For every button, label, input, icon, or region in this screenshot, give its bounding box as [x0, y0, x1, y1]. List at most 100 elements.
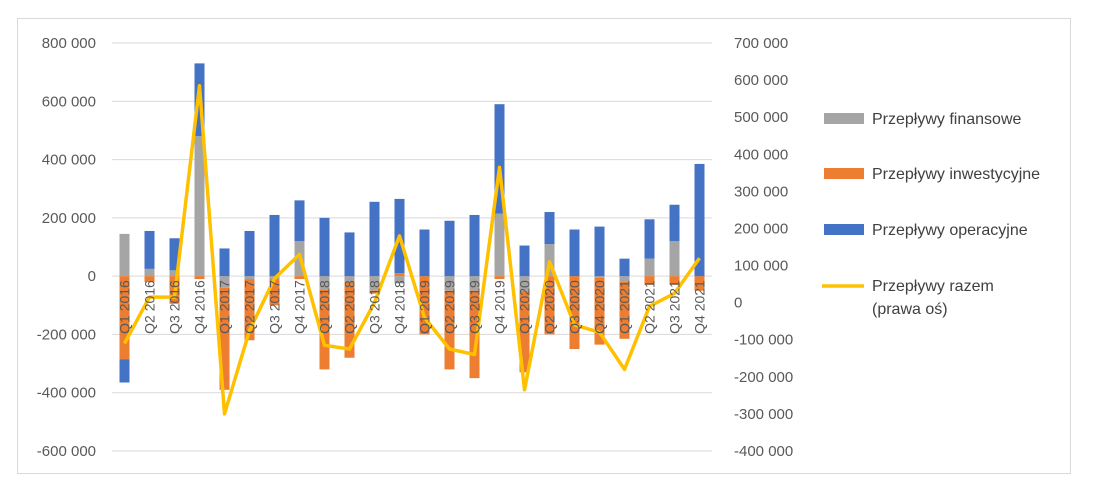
y-right-tick-label: -300 000 [734, 406, 793, 423]
x-category-label: Q2 2019 [442, 280, 458, 334]
bar-segment [244, 230, 255, 277]
bar-segment [644, 276, 655, 285]
bar-segment [144, 276, 155, 282]
bar-segment [394, 276, 405, 284]
bar-segment [319, 289, 330, 370]
x-category-label: Q3 2020 [567, 280, 583, 334]
legend-label: Przepływy operacyjne [872, 222, 1028, 239]
x-category-label: Q2 2016 [142, 280, 158, 334]
bar-segment [569, 276, 580, 349]
bar-segment [169, 238, 180, 271]
y-left-tick-label: -200 000 [37, 326, 96, 343]
bar-segment [219, 287, 230, 390]
bar-segment [444, 220, 455, 277]
x-category-label: Q1 2019 [417, 280, 433, 334]
bar-segment [519, 245, 530, 277]
x-category-label: Q1 2021 [617, 280, 633, 334]
y-right-tick-label: 400 000 [734, 146, 788, 163]
bar-segment [344, 276, 355, 282]
x-category-label: Q3 2019 [467, 280, 483, 334]
legend-label: Przepływy razem [872, 278, 994, 295]
bars [119, 63, 705, 390]
y-axis-left: 800 000 600 000 400 000 200 000 0 -200 000 -40… [37, 35, 96, 460]
bar-segment [619, 276, 630, 282]
x-category-label: Q3 2018 [367, 280, 383, 334]
bar-segment [369, 290, 380, 294]
bar-segment [494, 104, 505, 214]
bar-segment [494, 213, 505, 277]
x-category-label: Q1 2016 [117, 280, 133, 334]
x-axis-categories: Q1 2016 Q2 2016 Q3 2016 Q4 2016 Q1 2017 Q2 20… [117, 280, 708, 334]
bar-segment [644, 258, 655, 277]
bar-segment [519, 276, 530, 291]
bar-segment [494, 276, 505, 280]
cash-flow-chart: 800 000 600 000 400 000 200 000 0 -200 000 -40… [37, 35, 1040, 460]
bar-segment [269, 279, 280, 306]
bar-segment [619, 258, 630, 277]
legend-swatch [824, 113, 864, 124]
bar-segment [694, 276, 705, 291]
chart-frame: 800 000 600 000 400 000 200 000 0 -200 000 -40… [17, 18, 1071, 474]
bar-segment [594, 276, 605, 278]
y-left-tick-label: 200 000 [42, 210, 96, 227]
bar-segment [144, 268, 155, 277]
y-right-tick-label: 700 000 [734, 35, 788, 52]
bar-segment [469, 276, 480, 291]
bar-segment [469, 214, 480, 277]
bar-segment [419, 276, 430, 335]
bar-segment [269, 214, 280, 277]
bar-segment [194, 276, 205, 280]
bar-segment [244, 276, 255, 280]
bar-segment [544, 276, 555, 335]
x-category-label: Q4 2017 [292, 280, 308, 334]
x-category-label: Q4 2018 [392, 280, 408, 334]
x-category-label: Q1 2018 [317, 280, 333, 334]
bar-segment [169, 270, 180, 277]
bar-segment [294, 276, 305, 280]
bar-segment [119, 276, 130, 360]
x-category-label: Q2 2021 [642, 280, 658, 334]
bar-segment [369, 276, 380, 291]
bar-segment [594, 226, 605, 277]
y-right-tick-label: -400 000 [734, 443, 793, 460]
y-right-tick-label: 300 000 [734, 183, 788, 200]
y-left-tick-label: -600 000 [37, 443, 96, 460]
bar-segment [344, 232, 355, 277]
y-right-tick-label: 600 000 [734, 72, 788, 89]
bar-segment [119, 233, 130, 277]
bar-segment [444, 290, 455, 370]
bar-segment [519, 290, 530, 373]
x-category-label: Q4 2021 [692, 280, 708, 334]
bar-segment [294, 200, 305, 242]
y-right-tick-label: 500 000 [734, 109, 788, 126]
x-category-label: Q2 2017 [242, 280, 258, 334]
bar-segment [694, 163, 705, 277]
bar-segment [119, 359, 130, 383]
x-category-label: Q1 2017 [217, 280, 233, 334]
bar-segment [619, 281, 630, 339]
bar-segment [319, 276, 330, 290]
legend-label: (prawa oś) [872, 301, 948, 318]
bar-segment [444, 276, 455, 291]
x-category-label: Q4 2016 [192, 280, 208, 334]
y-right-tick-label: -200 000 [734, 369, 793, 386]
x-category-label: Q2 2018 [342, 280, 358, 334]
bar-segment [244, 279, 255, 341]
bar-segment [219, 248, 230, 277]
x-category-label: Q4 2020 [592, 280, 608, 334]
y-left-tick-label: 600 000 [42, 93, 96, 110]
x-category-label: Q3 2016 [167, 280, 183, 334]
y-left-tick-label: 0 [88, 268, 96, 285]
bar-segment [419, 229, 430, 277]
legend-swatch [824, 224, 864, 235]
total-flow-line [122, 83, 701, 416]
bar-segment [594, 277, 605, 345]
y-left-tick-label: 800 000 [42, 35, 96, 52]
y-right-tick-label: 100 000 [734, 258, 788, 275]
legend-label: Przepływy finansowe [872, 111, 1022, 128]
bar-segment [219, 276, 230, 288]
bar-segment [369, 201, 380, 277]
legend: Przepływy finansowe Przepływy inwestycyjn… [822, 111, 1040, 318]
x-category-label: Q2 2020 [542, 280, 558, 334]
bar-segment [569, 229, 580, 277]
